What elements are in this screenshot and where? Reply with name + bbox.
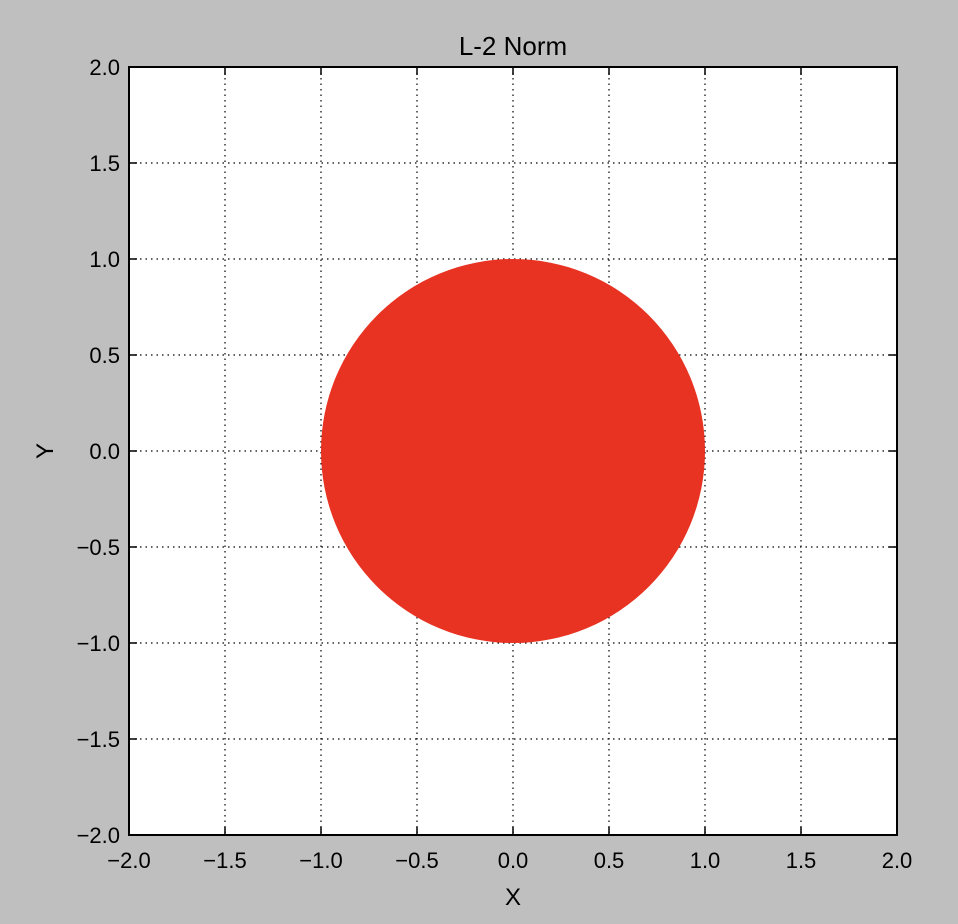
y-tick-label: −2.0: [77, 823, 120, 848]
y-axis-label: Y: [32, 443, 59, 459]
x-axis-label: X: [505, 884, 521, 911]
y-tick-label: 1.5: [89, 151, 120, 176]
y-tick-label: 0.5: [89, 343, 120, 368]
x-tick-label: 2.0: [882, 848, 913, 873]
x-tick-label: 1.5: [786, 848, 817, 873]
y-tick-label: −1.0: [77, 631, 120, 656]
y-tick-label: −1.5: [77, 727, 120, 752]
y-tick-label: 0.0: [89, 439, 120, 464]
data-layer: [321, 259, 705, 643]
chart-title: L-2 Norm: [459, 31, 567, 61]
y-tick-label: −0.5: [77, 535, 120, 560]
x-tick-label: −0.5: [395, 848, 438, 873]
x-tick-label: −1.5: [203, 848, 246, 873]
unit-circle-fill: [321, 259, 705, 643]
x-tick-label: −1.0: [299, 848, 342, 873]
axes-frame: [128, 66, 898, 836]
grid-lines: [129, 67, 897, 835]
y-tick-label: 2.0: [89, 55, 120, 80]
x-tick-label: 0.0: [498, 848, 529, 873]
tick-labels: −2.0 −1.5 −1.0 −0.5 0.0 0.5 1.0 1.5 2.0 −2.0 −1.5 −…: [77, 55, 913, 873]
x-tick-label: 0.5: [594, 848, 625, 873]
x-tick-label: 1.0: [690, 848, 721, 873]
y-tick-label: 1.0: [89, 247, 120, 272]
x-tick-label: −2.0: [107, 848, 150, 873]
